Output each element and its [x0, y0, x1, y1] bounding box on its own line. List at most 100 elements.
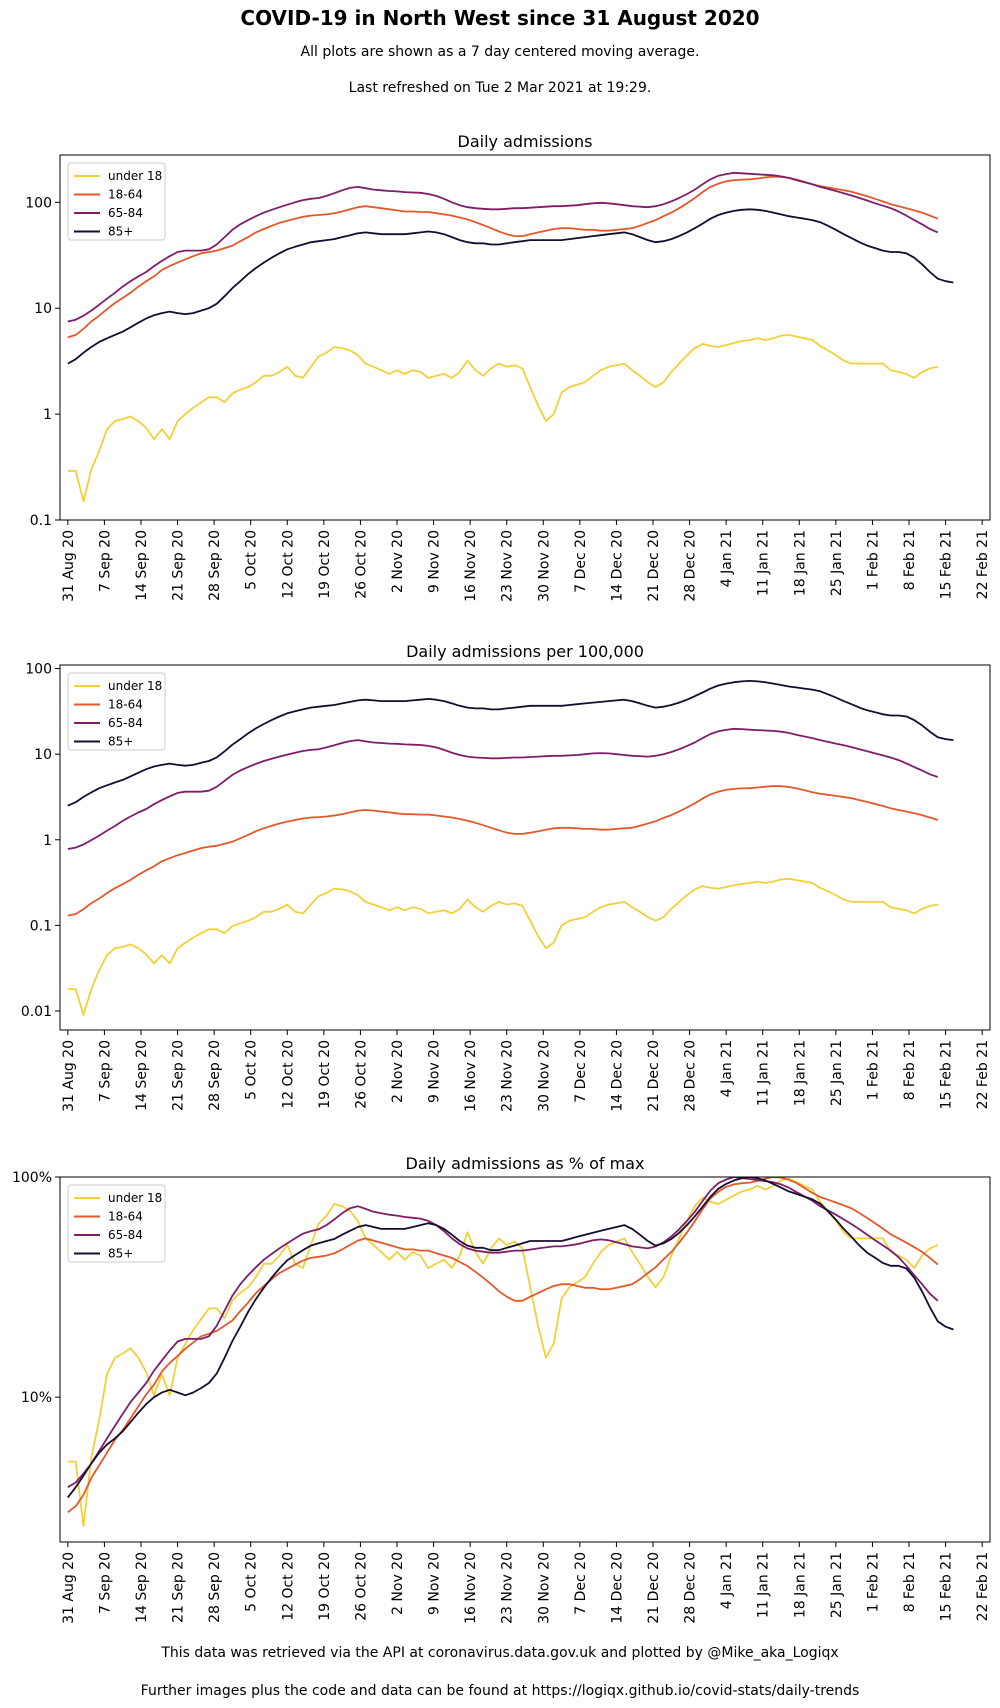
legend: under 18 18-64 65-84 85+	[67, 1184, 166, 1263]
x-tick-label: 15 Feb 21	[939, 1040, 955, 1109]
x-tick-label: 7 Sep 20	[97, 530, 113, 592]
plot-frame	[59, 664, 991, 1031]
x-tick-label: 21 Sep 20	[171, 1552, 187, 1623]
x-tick-label: 16 Nov 20	[463, 530, 479, 602]
x-tick-label: 4 Jan 21	[719, 1552, 735, 1609]
chart-title: Daily admissions as % of max	[406, 1154, 645, 1173]
x-tick-label: 2 Nov 20	[390, 1040, 406, 1103]
x-tick-label: 26 Oct 20	[353, 1552, 369, 1621]
series-line-85-	[67, 680, 954, 807]
legend: under 18 18-64 65-84 85+	[67, 672, 166, 751]
y-tick-label: 100%	[12, 1170, 52, 1186]
x-tick-label: 28 Sep 20	[207, 1552, 223, 1623]
legend-label: 85+	[108, 1247, 133, 1261]
x-tick-label: 12 Oct 20	[280, 1552, 296, 1621]
x-tick-label: 28 Sep 20	[207, 1040, 223, 1111]
x-tick-label: 14 Dec 20	[609, 1552, 625, 1624]
x-tick-label: 5 Oct 20	[244, 1552, 260, 1612]
legend-label: 85+	[108, 735, 133, 749]
x-tick-label: 23 Nov 20	[500, 1040, 516, 1112]
x-tick-label: 11 Jan 21	[756, 1040, 772, 1106]
x-tick-label: 30 Nov 20	[536, 1552, 552, 1624]
x-tick-label: 7 Dec 20	[573, 1040, 589, 1103]
x-tick-label: 21 Sep 20	[171, 530, 187, 601]
x-tick-label: 30 Nov 20	[536, 530, 552, 602]
x-tick-label: 5 Oct 20	[244, 1040, 260, 1100]
series-line-85-	[67, 208, 954, 365]
y-tick-label: 1	[43, 407, 52, 423]
x-tick-label: 22 Feb 21	[975, 530, 991, 599]
x-tick-label: 5 Oct 20	[244, 530, 260, 590]
x-tick-label: 14 Dec 20	[609, 530, 625, 602]
footer-link: Further images plus the code and data ca…	[140, 1683, 860, 1699]
x-tick-label: 2 Nov 20	[390, 530, 406, 593]
x-tick-label: 31 Aug 20	[61, 1040, 77, 1112]
series-line-65-84	[67, 727, 939, 850]
series-line-under-18	[67, 1177, 939, 1527]
x-tick-label: 19 Oct 20	[317, 1040, 333, 1109]
x-tick-label: 15 Feb 21	[939, 1552, 955, 1621]
x-tick-label: 12 Oct 20	[280, 1040, 296, 1109]
x-tick-label: 1 Feb 21	[865, 530, 881, 590]
x-tick-label: 1 Feb 21	[865, 1040, 881, 1100]
legend-label: under 18	[108, 169, 162, 183]
y-tick-label: 100	[25, 662, 52, 678]
x-tick-label: 28 Dec 20	[683, 1552, 699, 1624]
legend-label: 65-84	[108, 716, 143, 730]
chart-2: Daily admissions per 100,000 0.01 0.1 1 10 10…	[21, 642, 991, 1112]
x-tick-label: 19 Oct 20	[317, 1552, 333, 1621]
subtitle: All plots are shown as a 7 day centered …	[300, 44, 700, 60]
x-tick-label: 19 Oct 20	[317, 530, 333, 599]
plot-frame	[59, 154, 991, 521]
legend-box	[67, 1184, 166, 1263]
y-tick-label: 0.1	[30, 918, 52, 934]
x-tick-label: 12 Oct 20	[280, 530, 296, 599]
x-tick-label: 25 Jan 21	[829, 1040, 845, 1106]
y-tick-label: 1	[43, 833, 52, 849]
x-tick-label: 1 Feb 21	[865, 1552, 881, 1612]
x-tick-label: 28 Dec 20	[683, 1040, 699, 1112]
x-tick-label: 11 Jan 21	[756, 530, 772, 596]
legend-label: 85+	[108, 225, 133, 239]
x-tick-label: 21 Dec 20	[646, 1552, 662, 1624]
y-tick-label: 10	[34, 301, 52, 317]
x-tick-label: 25 Jan 21	[829, 1552, 845, 1618]
x-tick-label: 11 Jan 21	[756, 1552, 772, 1618]
x-tick-label: 22 Feb 21	[975, 1040, 991, 1109]
x-tick-label: 21 Sep 20	[171, 1040, 187, 1111]
series-line-85-	[67, 1177, 954, 1499]
series-line-under-18	[67, 333, 938, 503]
x-tick-label: 26 Oct 20	[353, 1040, 369, 1109]
x-tick-label: 7 Sep 20	[97, 1552, 113, 1614]
series-line-18-64	[67, 175, 939, 339]
x-tick-label: 4 Jan 21	[719, 530, 735, 587]
x-tick-label: 4 Jan 21	[719, 1040, 735, 1097]
x-tick-label: 31 Aug 20	[61, 1552, 77, 1624]
x-tick-label: 7 Dec 20	[573, 1552, 589, 1615]
x-tick-label: 23 Nov 20	[500, 530, 516, 602]
legend-box	[67, 672, 166, 751]
series-line-65-84	[67, 171, 939, 323]
footer-source: This data was retrieved via the API at c…	[161, 1645, 839, 1661]
legend-label: 18-64	[108, 1210, 143, 1224]
x-tick-label: 18 Jan 21	[792, 1040, 808, 1106]
x-tick-label: 16 Nov 20	[463, 1040, 479, 1112]
x-tick-label: 7 Sep 20	[97, 1040, 113, 1102]
x-tick-label: 21 Dec 20	[646, 530, 662, 602]
chart-3: Daily admissions as % of max 10% 100% 31 Au…	[12, 1154, 991, 1624]
x-tick-label: 14 Sep 20	[134, 530, 150, 601]
legend-label: 65-84	[108, 1228, 143, 1242]
last-refreshed: Last refreshed on Tue 2 Mar 2021 at 19:2…	[348, 80, 652, 96]
series-line-65-84	[67, 1177, 939, 1488]
x-tick-label: 21 Dec 20	[646, 1040, 662, 1112]
legend-box	[67, 162, 166, 241]
legend-label: under 18	[108, 1191, 162, 1205]
x-tick-label: 8 Feb 21	[902, 1552, 918, 1612]
x-tick-label: 9 Nov 20	[427, 530, 443, 593]
x-tick-label: 26 Oct 20	[353, 530, 369, 599]
chart-1: Daily admissions 0.1 1 10 100 31 Aug 20 7 Sep …	[25, 132, 991, 602]
x-tick-label: 22 Feb 21	[975, 1552, 991, 1621]
x-tick-label: 28 Sep 20	[207, 530, 223, 601]
legend-label: 18-64	[108, 698, 143, 712]
